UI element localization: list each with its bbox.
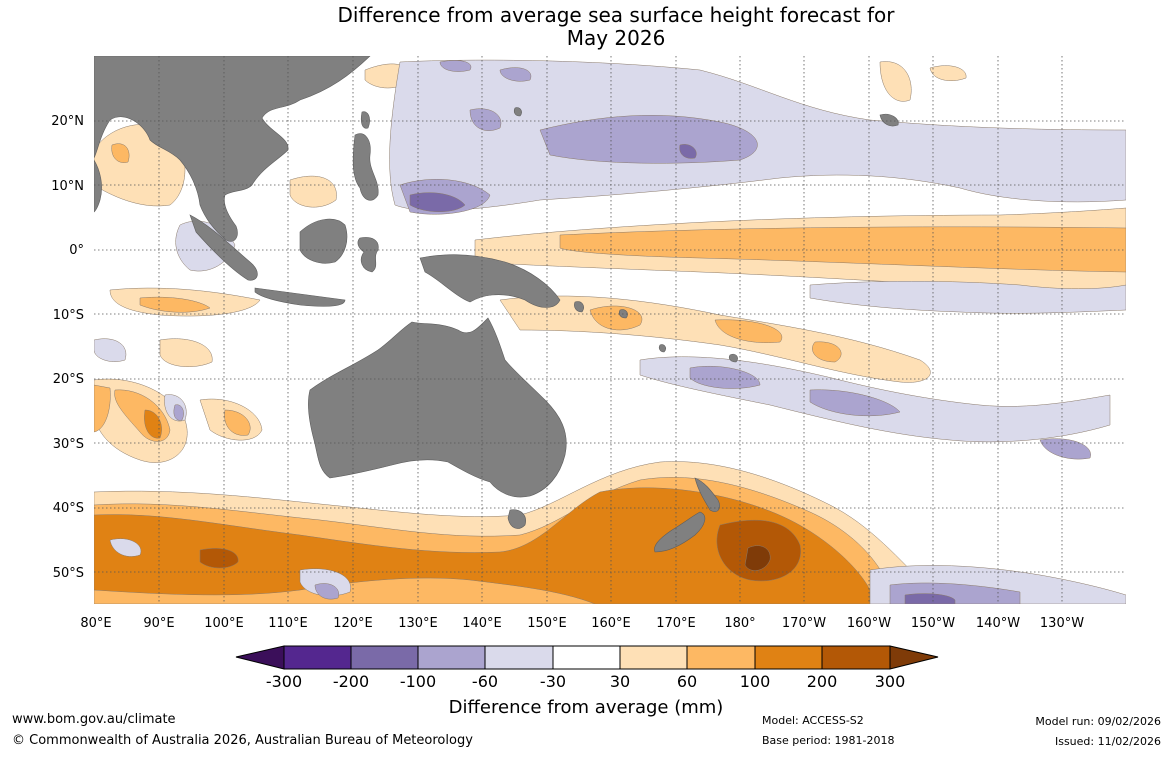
land-java bbox=[254, 287, 346, 307]
colorbar-label: 300 bbox=[875, 672, 906, 691]
anomaly-nh-pacific-negative-strong bbox=[409, 144, 697, 212]
anomaly-indian-mid-mid bbox=[139, 296, 251, 436]
colorbar-extend-low bbox=[235, 645, 285, 670]
footer-model-run: Model run: 09/02/2026 bbox=[1035, 715, 1161, 728]
title-line-1: Difference from average sea surface heig… bbox=[337, 3, 895, 27]
anomaly-east-nh-light bbox=[879, 61, 967, 102]
land-asia bbox=[94, 56, 371, 242]
footer-copyright: © Commonwealth of Australia 2026, Austra… bbox=[12, 733, 473, 748]
lat-label: 0° bbox=[69, 243, 84, 258]
colorbar-swatch bbox=[350, 645, 419, 670]
lon-label: 140°W bbox=[976, 616, 1020, 631]
colorbar-labels: -300 -200 -100 -60 -30 30 60 100 200 300… bbox=[266, 672, 905, 718]
land-borneo bbox=[299, 218, 348, 264]
anomaly-indian-west-strong bbox=[144, 409, 162, 439]
colorbar-swatch bbox=[821, 645, 891, 670]
land-sumatra bbox=[189, 214, 258, 281]
lon-label: 130°E bbox=[398, 616, 438, 631]
colorbar-swatch bbox=[754, 645, 823, 670]
lon-label: 140°E bbox=[462, 616, 502, 631]
anomaly-indian-mid-light bbox=[109, 287, 263, 441]
lat-axis: 20°N 10°N 0° 10°S 20°S 30°S 40°S 50°S bbox=[51, 114, 84, 581]
lon-label: 150°W bbox=[911, 616, 955, 631]
graticule bbox=[94, 56, 1126, 604]
colorbar-label: 30 bbox=[610, 672, 630, 691]
land-new-zealand-north bbox=[694, 477, 720, 512]
anomaly-bay-of-bengal-mid bbox=[111, 143, 130, 163]
lon-label: 160°E bbox=[591, 616, 631, 631]
lon-label: 80°E bbox=[80, 616, 111, 631]
lon-axis: 80°E 90°E 100°E 110°E 120°E 130°E 140°E … bbox=[80, 616, 1084, 631]
lat-label: 50°S bbox=[53, 566, 84, 581]
lat-label: 30°S bbox=[53, 437, 84, 452]
footer-model: Model: ACCESS-S2 bbox=[762, 714, 864, 727]
lon-label: 180° bbox=[724, 616, 755, 631]
lat-label: 40°S bbox=[53, 501, 84, 516]
land-india-edge bbox=[94, 159, 102, 213]
anomaly-nh-pacific-negative-mid bbox=[399, 60, 758, 215]
colorbar-label: -60 bbox=[472, 672, 498, 691]
colorbar-label: 60 bbox=[677, 672, 697, 691]
land-philippines bbox=[352, 133, 379, 201]
footer-website: www.bom.gov.au/climate bbox=[12, 712, 176, 727]
lat-label: 20°N bbox=[51, 114, 84, 129]
land-taiwan bbox=[360, 111, 370, 129]
anomaly-indian-south-negative bbox=[94, 338, 351, 597]
colorbar-swatch bbox=[686, 645, 756, 670]
lon-label: 120°E bbox=[333, 616, 373, 631]
land-sulawesi bbox=[357, 237, 379, 273]
colorbar-swatch bbox=[619, 645, 688, 670]
lat-label: 10°S bbox=[53, 308, 84, 323]
anomaly-indian-south-negative-mid bbox=[173, 404, 340, 600]
colorbar-swatch bbox=[283, 645, 352, 670]
land-tasmania bbox=[507, 509, 526, 529]
colorbar-swatch bbox=[417, 645, 486, 670]
colorbar-axis-label: Difference from average (mm) bbox=[449, 697, 724, 718]
land-australia bbox=[308, 317, 567, 498]
land bbox=[94, 56, 899, 553]
colorbar-label: 100 bbox=[740, 672, 771, 691]
footer-issued: Issued: 11/02/2026 bbox=[1055, 735, 1161, 748]
lat-label: 20°S bbox=[53, 372, 84, 387]
lon-label: 90°E bbox=[143, 616, 174, 631]
land-new-zealand-south bbox=[654, 511, 706, 553]
anomaly-south-pacific-negative-mid bbox=[689, 365, 1091, 460]
lon-label: 170°E bbox=[656, 616, 696, 631]
colorbar-label: -30 bbox=[540, 672, 566, 691]
footer-base-period: Base period: 1981-2018 bbox=[762, 734, 894, 747]
lon-label: 130°W bbox=[1040, 616, 1084, 631]
lon-label: 100°E bbox=[204, 616, 244, 631]
colorbar-label: 200 bbox=[807, 672, 838, 691]
lon-label: 160°W bbox=[847, 616, 891, 631]
anomaly-west-pacific-mid bbox=[589, 305, 842, 363]
colorbar-swatch bbox=[552, 645, 621, 670]
lon-label: 110°E bbox=[268, 616, 308, 631]
land-islands bbox=[513, 107, 899, 363]
chart-title: Difference from average sea surface heig… bbox=[0, 4, 1173, 50]
footer: www.bom.gov.au/climate © Commonwealth of… bbox=[12, 712, 1161, 748]
anomaly-equatorial-mid bbox=[559, 226, 1126, 273]
anomaly-southern-negative-east-strong bbox=[904, 593, 956, 604]
colorbar-swatch bbox=[484, 645, 554, 670]
lon-label: 170°W bbox=[782, 616, 826, 631]
lon-label: 150°E bbox=[527, 616, 567, 631]
lat-label: 10°N bbox=[51, 179, 84, 194]
title-line-2: May 2026 bbox=[566, 26, 666, 50]
colorbar-label: -200 bbox=[333, 672, 369, 691]
colorbar-label: -100 bbox=[400, 672, 436, 691]
anomaly-indian-core bbox=[199, 548, 239, 569]
map-panel bbox=[94, 56, 1126, 604]
anomaly-east-band-negative bbox=[809, 281, 1126, 314]
colorbar-label: -300 bbox=[266, 672, 302, 691]
land-new-guinea bbox=[419, 254, 561, 308]
colorbar-extend-high bbox=[889, 645, 939, 670]
colorbar bbox=[235, 645, 939, 670]
anomaly-tasman-core-inner bbox=[744, 545, 771, 571]
